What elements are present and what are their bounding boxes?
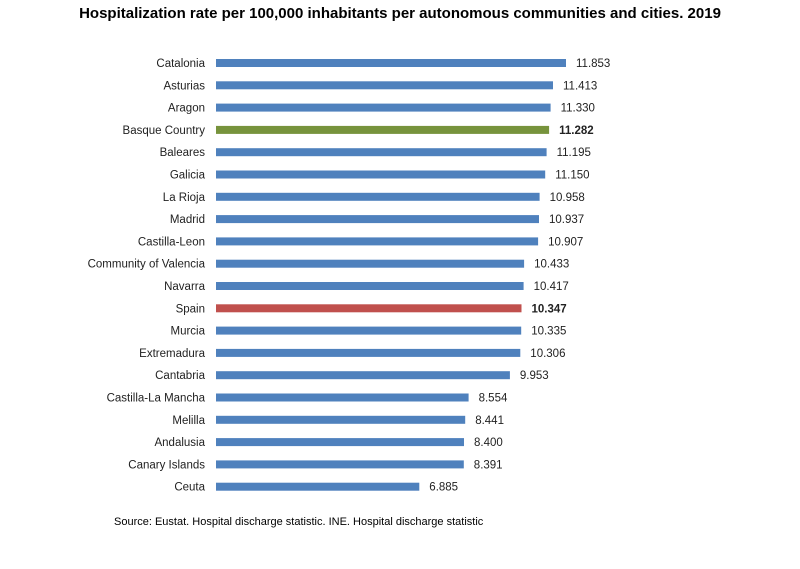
value-label-extremadura: 10.306 (530, 348, 565, 360)
value-label-basque-country: 11.282 (559, 125, 594, 137)
category-label-canary-islands: Canary Islands (128, 459, 205, 471)
value-label-melilla: 8.441 (475, 415, 504, 427)
value-label-castilla-la-mancha: 8.554 (479, 393, 508, 405)
value-label-madrid: 10.937 (549, 214, 584, 226)
category-label-murcia: Murcia (170, 326, 205, 338)
bar-canary-islands (216, 460, 464, 469)
category-label-asturias: Asturias (163, 80, 205, 92)
category-label-baleares: Baleares (160, 147, 206, 159)
category-label-la-rioja: La Rioja (163, 192, 206, 204)
value-label-canary-islands: 8.391 (474, 459, 503, 471)
value-label-community-of-valencia: 10.433 (534, 259, 569, 271)
category-label-spain: Spain (176, 303, 205, 315)
category-label-melilla: Melilla (172, 415, 205, 427)
bar-melilla (216, 415, 466, 424)
bar-community-of-valencia (216, 259, 525, 268)
bar-la-rioja (216, 192, 540, 201)
category-label-ceuta: Ceuta (174, 482, 205, 494)
category-label-navarra: Navarra (164, 281, 206, 293)
bar-catalonia (216, 59, 566, 67)
bar-navarra (216, 282, 524, 290)
bar-ceuta (216, 482, 420, 491)
value-label-baleares: 11.195 (557, 147, 591, 159)
category-label-aragon: Aragon (168, 103, 205, 115)
category-label-cantabria: Cantabria (155, 370, 205, 382)
category-label-castilla-leon: Castilla-Leon (138, 236, 205, 248)
bar-asturias (216, 81, 553, 90)
bars-layer (216, 59, 566, 491)
value-label-asturias: 11.413 (563, 80, 597, 92)
value-label-aragon: 11.330 (561, 103, 595, 115)
category-label-galicia: Galicia (170, 170, 206, 182)
value-label-catalonia: 11.853 (576, 58, 610, 70)
bar-murcia (216, 326, 522, 335)
bar-andalusia (216, 438, 464, 447)
bar-spain (216, 304, 522, 313)
category-labels: Catalonia Asturias Aragon Basque Country Bal… (88, 58, 206, 494)
value-label-murcia: 10.335 (531, 326, 566, 338)
bar-extremadura (216, 348, 521, 357)
bar-basque-country (216, 125, 550, 134)
category-label-castilla-la-mancha: Castilla-La Mancha (107, 393, 206, 405)
category-label-basque-country: Basque Country (123, 125, 206, 137)
category-label-madrid: Madrid (170, 214, 205, 226)
value-label-cantabria: 9.953 (520, 370, 549, 382)
value-label-galicia: 11.150 (555, 170, 589, 182)
bar-cantabria (216, 371, 510, 380)
bar-castilla-leon (216, 237, 539, 246)
value-label-spain: 10.347 (532, 303, 567, 315)
category-label-community-of-valencia: Community of Valencia (88, 259, 206, 271)
category-label-andalusia: Andalusia (154, 437, 205, 449)
value-label-ceuta: 6.885 (429, 482, 458, 494)
value-label-castilla-leon: 10.907 (548, 236, 583, 248)
category-label-catalonia: Catalonia (156, 58, 205, 70)
chart-source: Source: Eustat. Hospital discharge stati… (114, 516, 484, 528)
value-label-navarra: 10.417 (534, 281, 569, 293)
bar-madrid (216, 215, 539, 224)
value-label-andalusia: 8.400 (474, 437, 503, 449)
bar-baleares (216, 148, 547, 157)
value-label-la-rioja: 10.958 (550, 192, 585, 204)
chart-title: Hospitalization rate per 100,000 inhabit… (79, 5, 721, 22)
value-labels: 11.853 11.413 11.330 11.282 11.195 11.150 10.9… (429, 58, 610, 494)
bar-aragon (216, 103, 551, 112)
bar-castilla-la-mancha (216, 393, 469, 402)
bar-galicia (216, 170, 546, 179)
category-label-extremadura: Extremadura (139, 348, 205, 360)
